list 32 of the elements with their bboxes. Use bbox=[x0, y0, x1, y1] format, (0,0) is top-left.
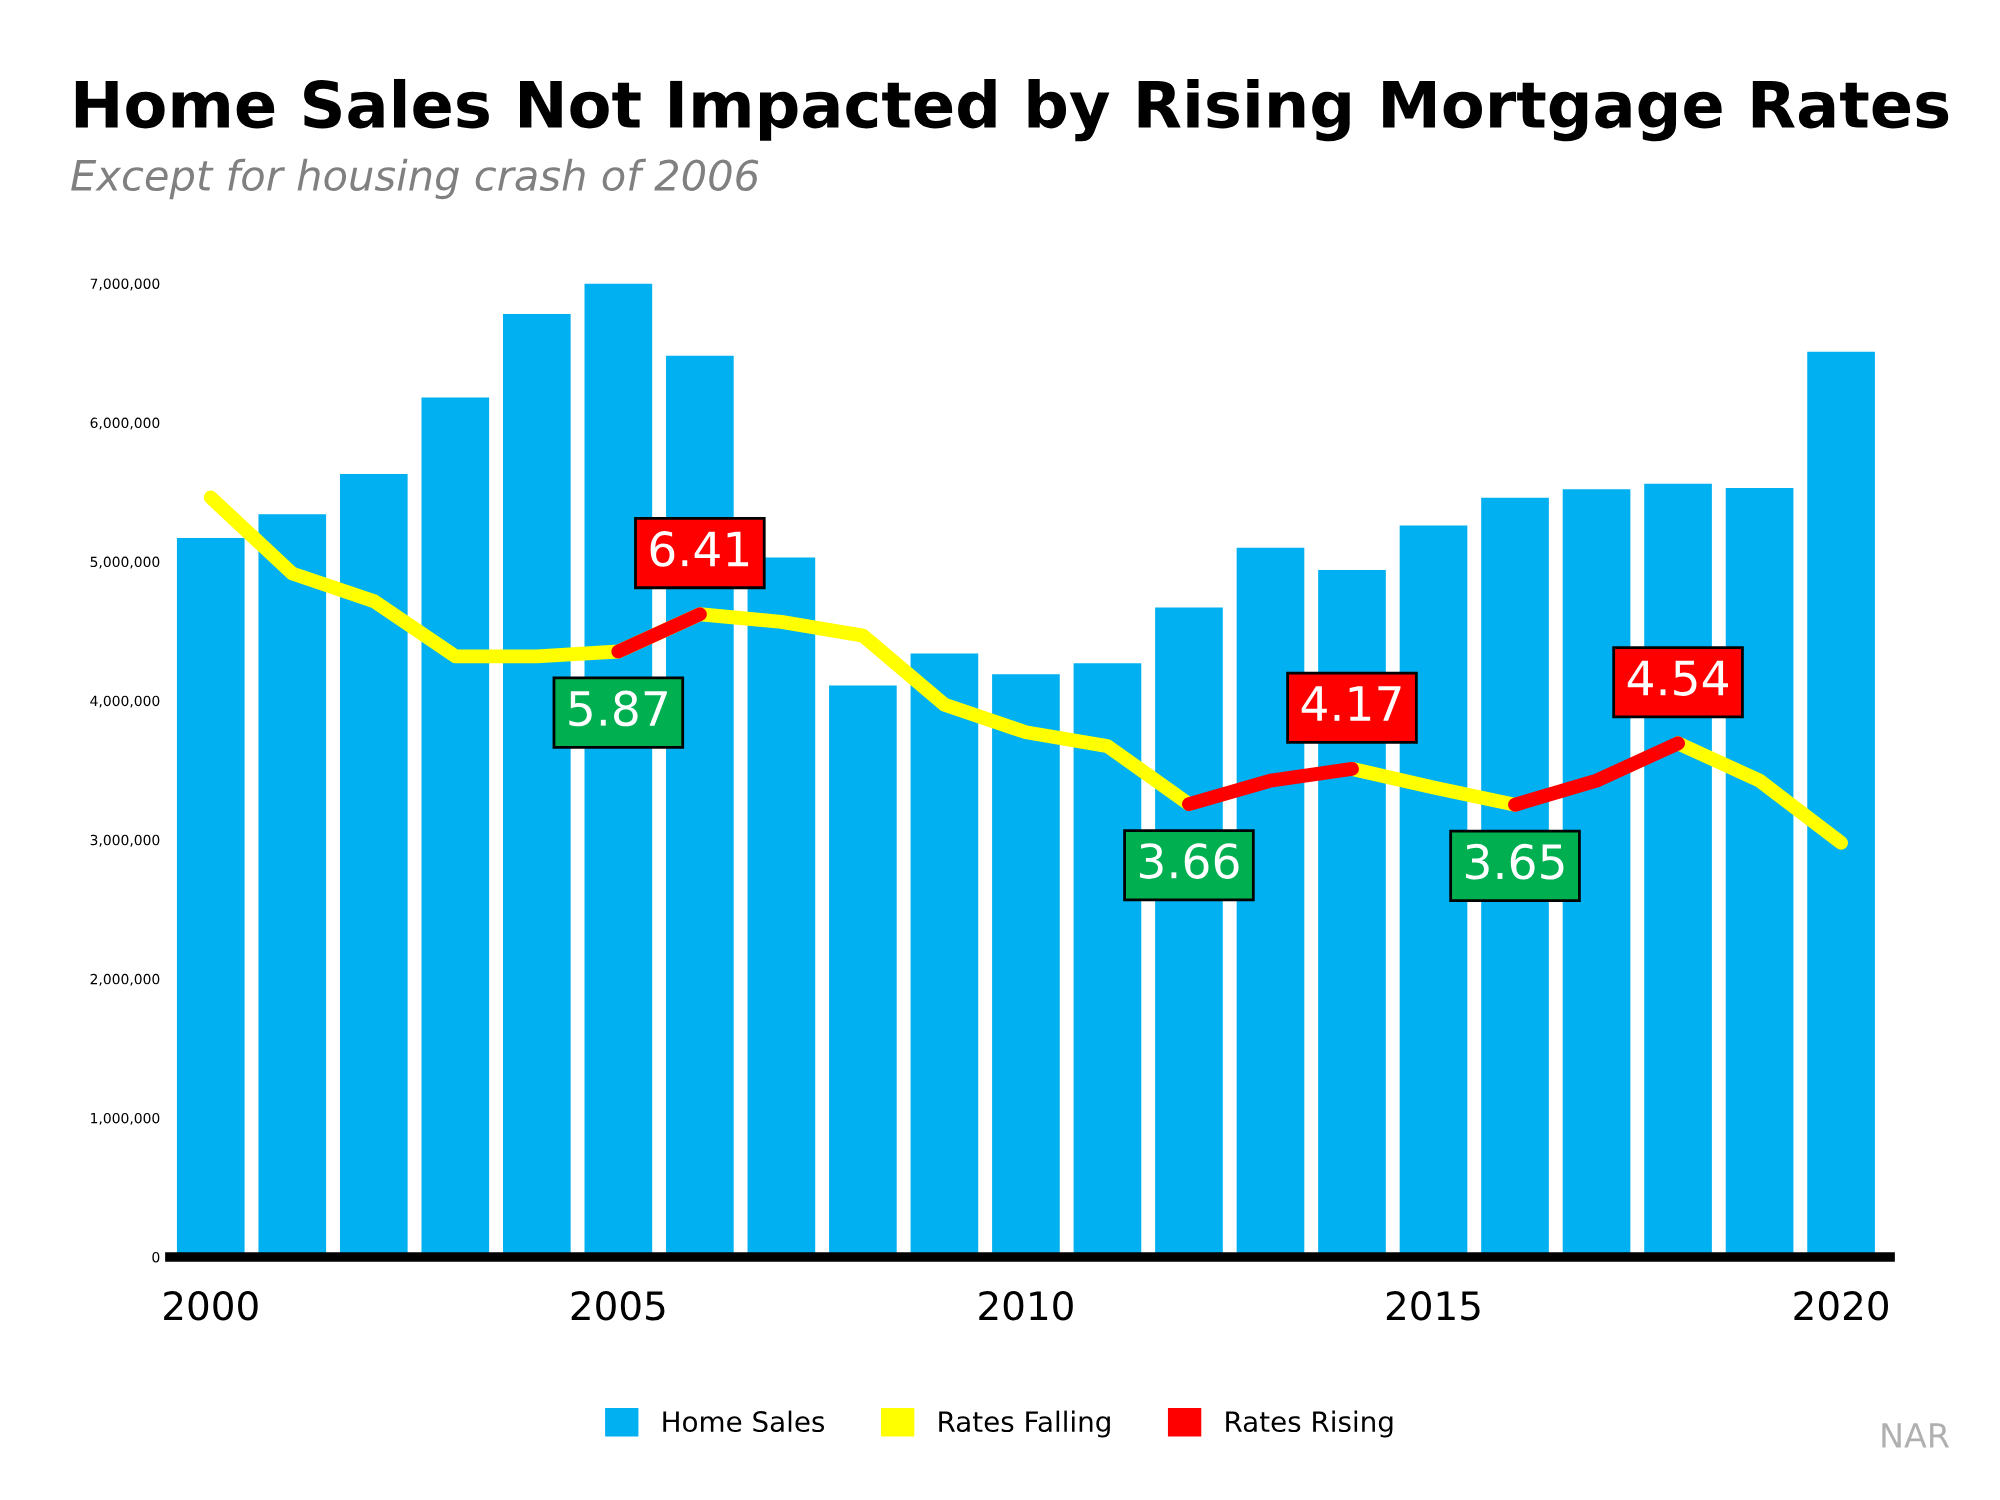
bar bbox=[747, 557, 816, 1257]
data-label: 4.54 bbox=[1627, 660, 1728, 696]
bar bbox=[421, 397, 490, 1257]
x-tick-label: 2005 bbox=[571, 1291, 665, 1321]
x-tick-label: 2015 bbox=[1386, 1291, 1480, 1321]
bar bbox=[339, 474, 408, 1257]
bar bbox=[1725, 487, 1794, 1257]
chart-title: Home Sales Not Impacted by Rising Mortgage Rates bbox=[75, 78, 1949, 142]
x-tick-label: 2000 bbox=[164, 1291, 258, 1321]
bar bbox=[829, 685, 897, 1257]
bar bbox=[992, 674, 1060, 1257]
data-label: 6.41 bbox=[650, 531, 749, 567]
data-label: 3.66 bbox=[1139, 843, 1239, 879]
chart-subtitle: Except for housing crash of 2006 bbox=[71, 158, 759, 200]
legend-label: Rates Falling bbox=[939, 1410, 1110, 1438]
bar bbox=[176, 538, 245, 1257]
text: NAR bbox=[1882, 1423, 1950, 1448]
bar bbox=[258, 514, 327, 1257]
legend-label: Rates Rising bbox=[1226, 1410, 1393, 1438]
bar bbox=[1399, 525, 1468, 1257]
legend-label: Home Sales bbox=[663, 1410, 825, 1433]
bar bbox=[910, 653, 979, 1257]
data-label: 5.87 bbox=[569, 690, 667, 727]
bar bbox=[1073, 663, 1142, 1257]
x-tick-label: 2010 bbox=[979, 1291, 1073, 1321]
bar bbox=[1807, 351, 1875, 1257]
x-tick-label: 2020 bbox=[1794, 1291, 1888, 1321]
bar bbox=[1562, 489, 1631, 1257]
data-label: 3.65 bbox=[1466, 843, 1564, 880]
bar bbox=[1236, 547, 1305, 1257]
bar bbox=[503, 314, 571, 1257]
data-label: 4.17 bbox=[1301, 686, 1401, 721]
